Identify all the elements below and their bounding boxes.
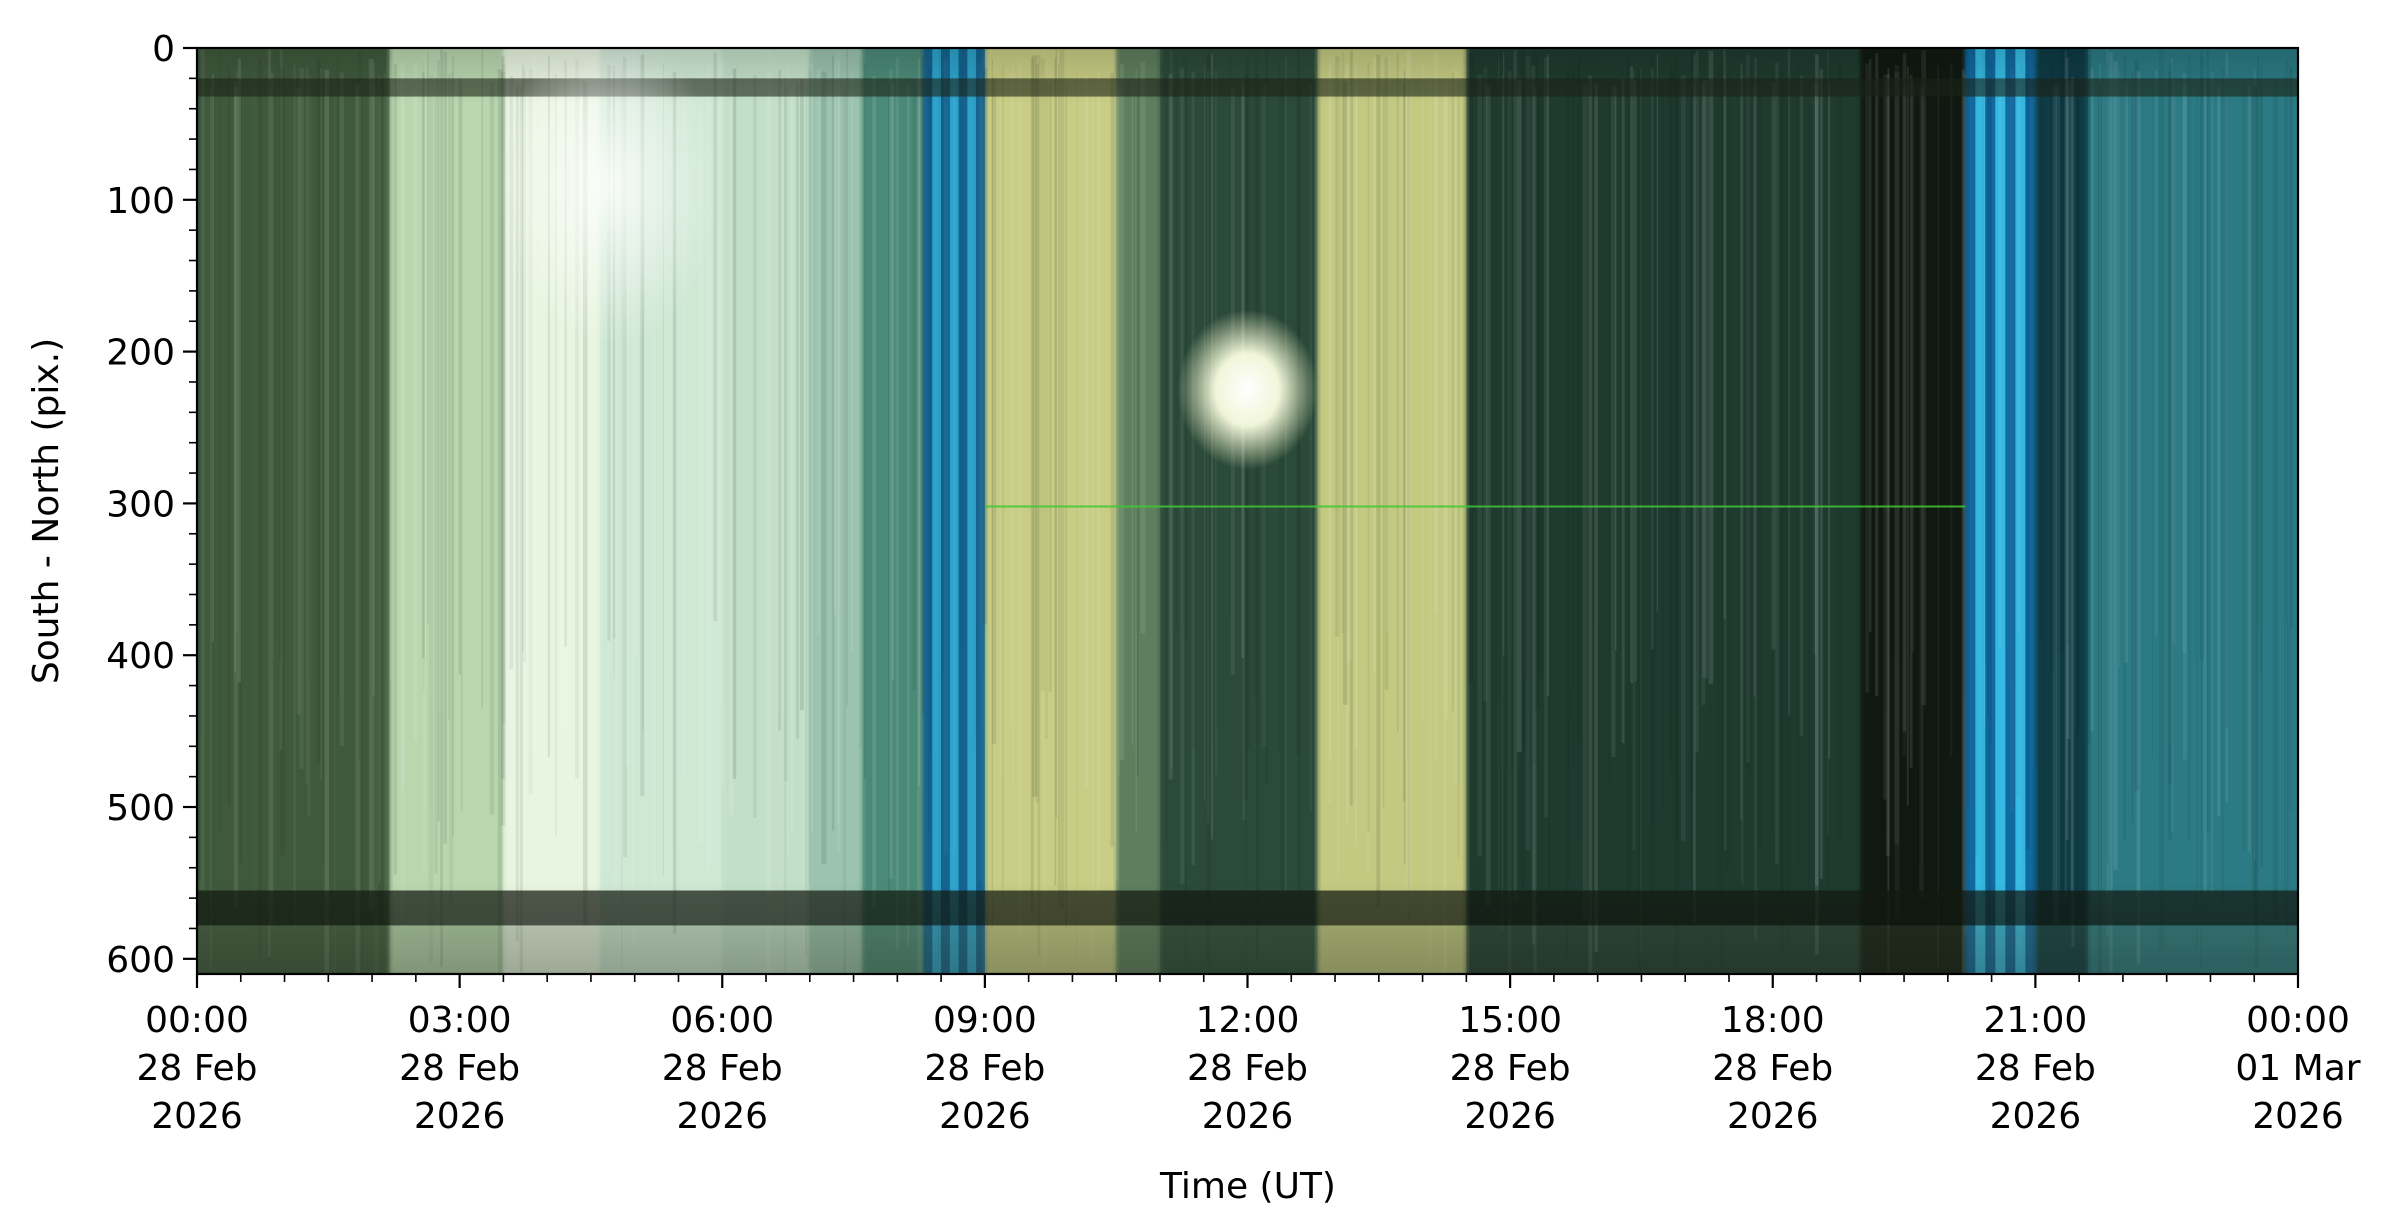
x-tick-label: 2026: [1464, 1096, 1556, 1137]
keogram-image: [197, 48, 2298, 974]
x-tick-label: 28 Feb: [924, 1048, 1045, 1089]
x-tick-label: 2026: [1990, 1096, 2082, 1137]
x-tick-label: 03:00: [408, 1000, 512, 1041]
x-tick-label: 28 Feb: [1187, 1048, 1308, 1089]
y-tick-label: 500: [106, 788, 175, 829]
x-tick-label: 09:00: [933, 1000, 1037, 1041]
y-axis-label: South - North (pix.): [26, 338, 67, 684]
x-tick-label: 28 Feb: [1975, 1048, 2096, 1089]
x-axis: 00:00 28 Feb 2026 03:00 28 Feb 2026 06:00 28 Fe…: [137, 974, 2361, 1137]
y-axis: 0 100 200 300 400 500 600: [106, 29, 197, 981]
x-tick-label: 2026: [2252, 1096, 2344, 1137]
x-tick-label: 28 Feb: [1712, 1048, 1833, 1089]
x-tick-label: 2026: [939, 1096, 1031, 1137]
y-tick-label: 300: [106, 484, 175, 525]
x-tick-label: 2026: [151, 1096, 243, 1137]
y-tick-label: 100: [106, 181, 175, 222]
x-tick-label: 2026: [1202, 1096, 1294, 1137]
x-tick-label: 15:00: [1458, 1000, 1562, 1041]
x-tick-label: 12:00: [1196, 1000, 1300, 1041]
x-tick-label: 28 Feb: [399, 1048, 520, 1089]
x-axis-label: Time (UT): [1159, 1166, 1336, 1207]
x-tick-label: 00:00: [2246, 1000, 2350, 1041]
y-tick-label: 0: [152, 29, 175, 70]
y-tick-label: 400: [106, 636, 175, 677]
y-tick-label: 600: [106, 940, 175, 981]
x-tick-label: 28 Feb: [137, 1048, 258, 1089]
x-tick-label: 18:00: [1721, 1000, 1825, 1041]
x-tick-label: 28 Feb: [662, 1048, 783, 1089]
x-tick-label: 00:00: [145, 1000, 249, 1041]
x-tick-label: 2026: [1727, 1096, 1819, 1137]
x-tick-label: 28 Feb: [1450, 1048, 1571, 1089]
edge-shade: [197, 48, 2298, 974]
y-tick-label: 200: [106, 333, 175, 374]
x-tick-label: 21:00: [1984, 1000, 2088, 1041]
x-tick-label: 2026: [414, 1096, 506, 1137]
x-tick-label: 2026: [676, 1096, 768, 1137]
x-tick-label: 01 Mar: [2235, 1048, 2360, 1089]
x-tick-label: 06:00: [670, 1000, 774, 1041]
